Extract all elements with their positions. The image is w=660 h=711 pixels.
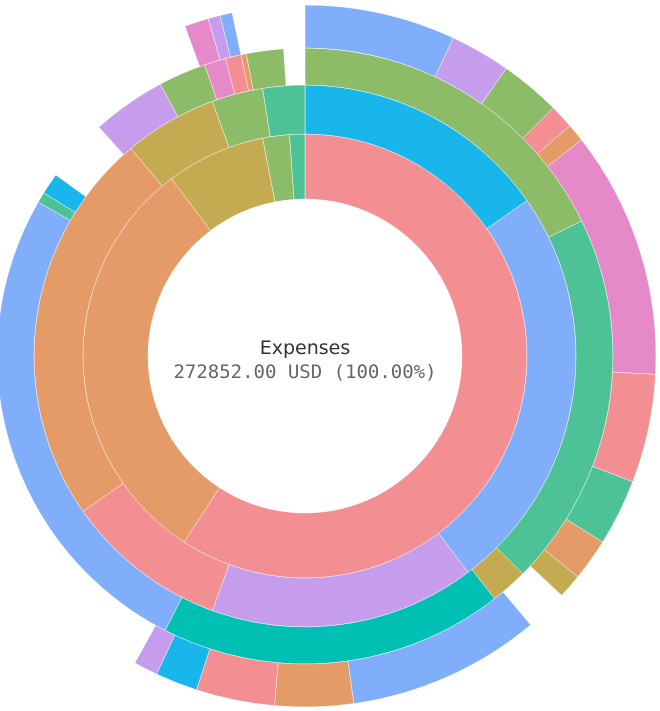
ring4-segment-18[interactable]	[219, 12, 242, 58]
sunburst-rings	[0, 4, 657, 708]
center-total: 272852.00 USD (100.00%)	[173, 361, 436, 383]
ring4-segment-10[interactable]	[529, 549, 579, 596]
ring4-segment-15[interactable]	[134, 625, 176, 675]
ring4-segment-12[interactable]	[274, 660, 355, 708]
ring2-segment-8[interactable]	[262, 84, 306, 138]
center-title: Expenses	[260, 337, 351, 359]
ring3-segment-7[interactable]	[43, 174, 87, 213]
ring3-segment-13[interactable]	[245, 48, 287, 91]
